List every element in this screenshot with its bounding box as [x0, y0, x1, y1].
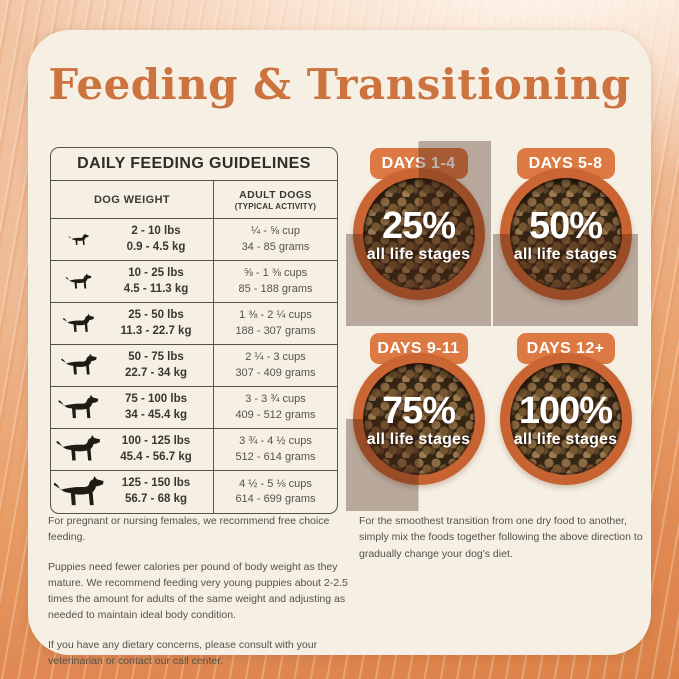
portion-cell: 3 ¾ - 4 ½ cups 512 - 614 grams	[235, 435, 316, 463]
dog-silhouette-icon	[51, 394, 107, 422]
dog-silhouette-icon	[51, 434, 107, 465]
dog-silhouette-icon	[51, 475, 107, 510]
percent-value: 25%	[381, 205, 456, 247]
dog-silhouette-icon	[51, 233, 107, 247]
weight-cell: 125 - 150 lbs 56.7 - 68 kg	[121, 477, 191, 505]
typical-activity-label: (TYPICAL ACTIVITY)	[234, 201, 317, 211]
food-bowl	[499, 168, 632, 300]
bowl-text: 25% all life stages	[346, 207, 491, 264]
note-dietary-concerns: If you have any dietary concerns, please…	[48, 638, 318, 667]
percent-value: 75%	[381, 390, 456, 432]
kibble-texture	[362, 178, 475, 290]
kibble-texture	[362, 363, 475, 475]
weight-cell: 10 - 25 lbs 4.5 - 11.3 kg	[123, 266, 189, 295]
table-header-row: DOG WEIGHT ADULT DOGS (TYPICAL ACTIVITY)	[51, 181, 337, 219]
column-header-adult-dogs: ADULT DOGS (TYPICAL ACTIVITY)	[214, 181, 337, 218]
bowl-text: 50% all life stages	[493, 207, 638, 264]
bowl-text: 100% all life stages	[493, 392, 638, 449]
life-stages-label: all life stages	[513, 431, 618, 448]
dog-silhouette-icon	[51, 313, 107, 335]
table-row: 10 - 25 lbs 4.5 - 11.3 kg ⅝ - 1 ⅜ cups 85 …	[51, 261, 337, 303]
kibble-texture	[509, 178, 622, 290]
percent-value: 50%	[528, 205, 603, 247]
portion-cell: 4 ½ - 5 ⅛ cups 614 - 699 grams	[235, 477, 316, 505]
transition-stage-days-9-11: DAYS 9-11 75% all life stages	[346, 326, 491, 511]
dog-silhouette-icon	[51, 353, 107, 378]
note-puppies: Puppies need fewer calories per pound of…	[48, 560, 348, 622]
table-row: 100 - 125 lbs 45.4 - 56.7 kg 3 ¾ - 4 ½ cu…	[51, 429, 337, 471]
weight-cell: 50 - 75 lbs 22.7 - 34 kg	[124, 350, 187, 379]
portion-cell: 3 - 3 ¾ cups 409 - 512 grams	[235, 393, 316, 421]
adult-dogs-label: ADULT DOGS	[239, 188, 312, 201]
weight-cell: 100 - 125 lbs 45.4 - 56.7 kg	[120, 434, 192, 463]
table-row: 50 - 75 lbs 22.7 - 34 kg 2 ¼ - 3 cups 307 …	[51, 345, 337, 387]
life-stages-label: all life stages	[366, 431, 471, 448]
dog-silhouette-icon	[51, 273, 107, 291]
kibble-texture	[509, 363, 622, 475]
note-transition: For the smoothest transition from one dr…	[359, 515, 643, 560]
page-title: Feeding & Transitioning	[48, 60, 631, 109]
note-pregnant-nursing: For pregnant or nursing females, we reco…	[48, 515, 330, 544]
percent-value: 100%	[518, 390, 613, 432]
table-row: 2 - 10 lbs 0.9 - 4.5 kg ¼ - ⅝ cup 34 - 85 …	[51, 219, 337, 261]
table-title: DAILY FEEDING GUIDELINES	[51, 148, 337, 181]
column-header-dog-weight: DOG WEIGHT	[51, 181, 214, 218]
transition-stage-days-5-8: DAYS 5-8 50% all life stages	[493, 141, 638, 326]
bowl-text: 75% all life stages	[346, 392, 491, 449]
weight-cell: 25 - 50 lbs 11.3 - 22.7 kg	[120, 308, 192, 337]
transition-stage-days-1-4: DAYS 1-4 25% all life stages	[346, 141, 491, 326]
table-row: 25 - 50 lbs 11.3 - 22.7 kg 1 ⅜ - 2 ¼ cups…	[51, 303, 337, 345]
feeding-guide-card: Feeding & Transitioning DAILY FEEDING GU…	[28, 30, 651, 667]
portion-cell: ⅝ - 1 ⅜ cups 85 - 188 grams	[238, 267, 313, 295]
transition-stage-days-12-plus: DAYS 12+ 100% all life stages	[493, 326, 638, 511]
portion-cell: ¼ - ⅝ cup 34 - 85 grams	[241, 225, 310, 253]
feeding-notes: For pregnant or nursing females, we reco…	[48, 513, 351, 679]
transition-stages-grid: DAYS 1-4 25% all life stages DAYS 5-8 50…	[346, 141, 638, 511]
food-bowl	[352, 353, 485, 485]
food-bowl	[499, 353, 632, 485]
table-row: 75 - 100 lbs 34 - 45.4 kg 3 - 3 ¾ cups 409…	[51, 387, 337, 429]
portion-cell: 2 ¼ - 3 cups 307 - 409 grams	[235, 351, 316, 379]
table-row: 125 - 150 lbs 56.7 - 68 kg 4 ½ - 5 ⅛ cups…	[51, 471, 337, 513]
life-stages-label: all life stages	[513, 246, 618, 263]
food-bowl	[352, 168, 485, 300]
days-badge: DAYS 9-11	[369, 333, 468, 364]
transition-notes: For the smoothest transition from one dr…	[359, 513, 645, 575]
life-stages-label: all life stages	[366, 246, 471, 263]
weight-cell: 2 - 10 lbs 0.9 - 4.5 kg	[126, 224, 186, 253]
weight-cell: 75 - 100 lbs 34 - 45.4 kg	[124, 392, 187, 421]
daily-feeding-guidelines-table: DAILY FEEDING GUIDELINES DOG WEIGHT ADUL…	[50, 147, 338, 514]
portion-cell: 1 ⅜ - 2 ¼ cups 188 - 307 grams	[235, 309, 316, 337]
days-badge: DAYS 5-8	[516, 148, 615, 179]
